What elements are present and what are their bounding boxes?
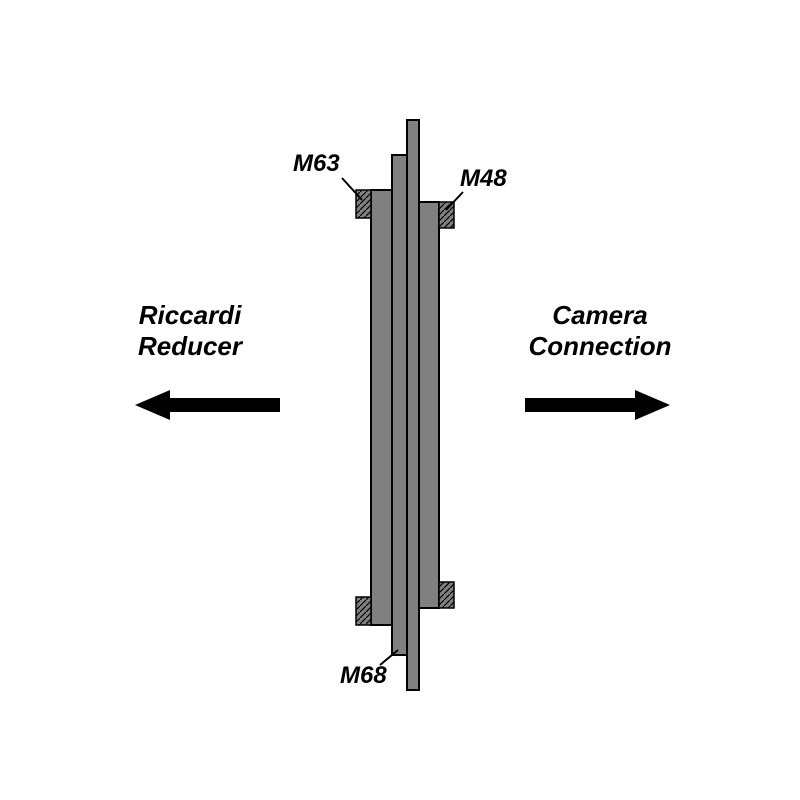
- m68-label: M68: [340, 662, 387, 690]
- m63-label: M63: [293, 150, 340, 178]
- right-barrel: [419, 202, 439, 608]
- m63-thread-bottom: [356, 597, 371, 625]
- left-label-line2: Reducer: [138, 331, 242, 361]
- left-label-line1: Riccardi: [139, 300, 242, 330]
- right-side-label: Camera Connection: [490, 300, 710, 362]
- flange-plate: [407, 120, 419, 690]
- right-arrow: [525, 390, 670, 420]
- left-arrow: [135, 390, 280, 420]
- left-shoulder-ring: [392, 155, 407, 655]
- right-label-line1: Camera: [552, 300, 647, 330]
- right-label-line2: Connection: [529, 331, 672, 361]
- left-barrel: [371, 190, 392, 625]
- m63-leader: [342, 178, 362, 200]
- adapter-diagram-svg: [0, 0, 800, 800]
- m63-thread-top: [356, 190, 371, 218]
- left-side-label: Riccardi Reducer: [100, 300, 280, 362]
- diagram-canvas: Riccardi Reducer Camera Connection M63 M…: [0, 0, 800, 800]
- m48-thread-top: [439, 202, 454, 228]
- m48-label: M48: [460, 165, 507, 193]
- m48-thread-bottom: [439, 582, 454, 608]
